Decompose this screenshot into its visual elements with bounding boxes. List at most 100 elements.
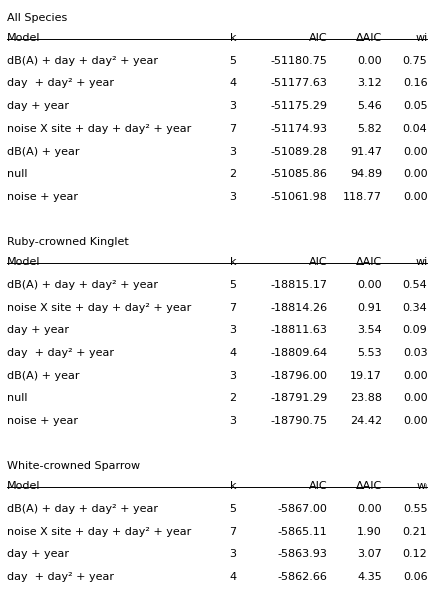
Text: dB(A) + day + day² + year: dB(A) + day + day² + year [7,280,158,290]
Text: Model: Model [7,257,40,267]
Text: ΔAIC: ΔAIC [356,33,382,43]
Text: 0.00: 0.00 [357,55,382,65]
Text: 5: 5 [230,55,237,65]
Text: 23.88: 23.88 [350,394,382,404]
Text: -5867.00: -5867.00 [278,504,328,514]
Text: wᵢ: wᵢ [416,481,427,491]
Text: 5.46: 5.46 [357,101,382,111]
Text: 0.55: 0.55 [403,504,427,514]
Text: 3: 3 [230,101,237,111]
Text: 7: 7 [230,303,237,313]
Text: 0.91: 0.91 [357,303,382,313]
Text: -5862.66: -5862.66 [278,572,328,582]
Text: 0.05: 0.05 [403,101,427,111]
Text: 0.00: 0.00 [357,280,382,290]
Text: 0.75: 0.75 [403,55,427,65]
Text: null: null [7,394,27,404]
Text: noise X site + day + day² + year: noise X site + day + day² + year [7,527,191,537]
Text: -51174.93: -51174.93 [271,124,328,134]
Text: 118.77: 118.77 [343,192,382,202]
Text: 1.90: 1.90 [357,527,382,537]
Text: AIC: AIC [309,481,328,491]
Text: 0.00: 0.00 [357,504,382,514]
Text: All Species: All Species [7,13,67,23]
Text: wi: wi [415,257,427,267]
Text: White-crowned Sparrow: White-crowned Sparrow [7,461,140,471]
Text: -18791.29: -18791.29 [270,394,328,404]
Text: -5863.93: -5863.93 [278,549,328,559]
Text: dB(A) + day + day² + year: dB(A) + day + day² + year [7,504,158,514]
Text: Model: Model [7,481,40,491]
Text: 3.12: 3.12 [357,78,382,88]
Text: noise + year: noise + year [7,192,78,202]
Text: 19.17: 19.17 [350,371,382,381]
Text: 3.07: 3.07 [357,549,382,559]
Text: 4.35: 4.35 [357,572,382,582]
Text: -18790.75: -18790.75 [270,416,328,426]
Text: 0.04: 0.04 [403,124,427,134]
Text: 0.54: 0.54 [403,280,427,290]
Text: 3.54: 3.54 [357,325,382,335]
Text: 0.21: 0.21 [403,527,427,537]
Text: k: k [230,33,237,43]
Text: 0.16: 0.16 [403,78,427,88]
Text: ΔAIC: ΔAIC [356,481,382,491]
Text: 0.00: 0.00 [403,394,427,404]
Text: 0.00: 0.00 [403,169,427,179]
Text: k: k [230,257,237,267]
Text: -5865.11: -5865.11 [278,527,328,537]
Text: day + year: day + year [7,101,69,111]
Text: 0.00: 0.00 [403,371,427,381]
Text: noise X site + day + day² + year: noise X site + day + day² + year [7,124,191,134]
Text: dB(A) + year: dB(A) + year [7,371,79,381]
Text: 3: 3 [230,192,237,202]
Text: 0.34: 0.34 [403,303,427,313]
Text: 2: 2 [230,394,237,404]
Text: Ruby-crowned Kinglet: Ruby-crowned Kinglet [7,237,128,247]
Text: 4: 4 [230,78,237,88]
Text: day  + day² + year: day + day² + year [7,348,114,358]
Text: -51180.75: -51180.75 [271,55,328,65]
Text: day  + day² + year: day + day² + year [7,78,114,88]
Text: 0.00: 0.00 [403,192,427,202]
Text: 94.89: 94.89 [350,169,382,179]
Text: -51089.28: -51089.28 [270,146,328,156]
Text: 4: 4 [230,348,237,358]
Text: 3: 3 [230,549,237,559]
Text: k: k [230,481,237,491]
Text: 7: 7 [230,527,237,537]
Text: 5.82: 5.82 [357,124,382,134]
Text: -51175.29: -51175.29 [271,101,328,111]
Text: -18809.64: -18809.64 [270,348,328,358]
Text: day  + day² + year: day + day² + year [7,572,114,582]
Text: AIC: AIC [309,257,328,267]
Text: 0.09: 0.09 [403,325,427,335]
Text: -51177.63: -51177.63 [271,78,328,88]
Text: -18814.26: -18814.26 [270,303,328,313]
Text: 2: 2 [230,169,237,179]
Text: 5: 5 [230,280,237,290]
Text: 0.00: 0.00 [403,416,427,426]
Text: ΔAIC: ΔAIC [356,257,382,267]
Text: 3: 3 [230,146,237,156]
Text: 0.12: 0.12 [403,549,427,559]
Text: 7: 7 [230,124,237,134]
Text: day + year: day + year [7,549,69,559]
Text: Model: Model [7,33,40,43]
Text: -18811.63: -18811.63 [271,325,328,335]
Text: 91.47: 91.47 [350,146,382,156]
Text: 3: 3 [230,371,237,381]
Text: dB(A) + year: dB(A) + year [7,146,79,156]
Text: null: null [7,169,27,179]
Text: 5.53: 5.53 [357,348,382,358]
Text: AIC: AIC [309,33,328,43]
Text: 4: 4 [230,572,237,582]
Text: day + year: day + year [7,325,69,335]
Text: 3: 3 [230,325,237,335]
Text: 0.00: 0.00 [403,146,427,156]
Text: 24.42: 24.42 [350,416,382,426]
Text: dB(A) + day + day² + year: dB(A) + day + day² + year [7,55,158,65]
Text: 3: 3 [230,416,237,426]
Text: 0.03: 0.03 [403,348,427,358]
Text: 5: 5 [230,504,237,514]
